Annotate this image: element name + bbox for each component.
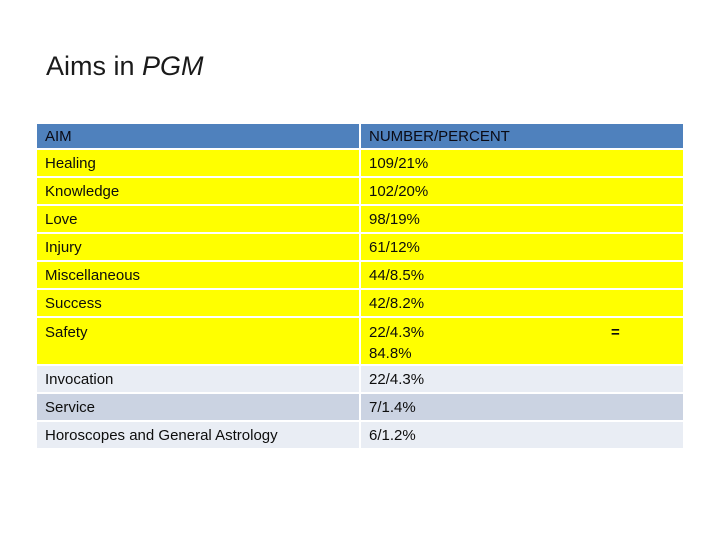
value-cell: 102/20%	[361, 178, 683, 204]
table-row: Safety 22/4.3% 84.8% =	[37, 318, 683, 364]
aim-cell: Horoscopes and General Astrology	[37, 422, 359, 448]
slide-title-prefix: Aims in	[46, 51, 143, 81]
table-row: Invocation 22/4.3%	[37, 366, 683, 392]
value-cell: 61/12%	[361, 234, 683, 260]
value-cell: 7/1.4%	[361, 394, 683, 420]
value-text-wrap: 22/4.3%	[369, 371, 424, 388]
aim-cell: Knowledge	[37, 178, 359, 204]
value-text: 44/8.5%	[369, 266, 425, 284]
aim-cell: Success	[37, 290, 359, 316]
value-cell: 22/4.3%	[361, 366, 683, 392]
value-cell: 22/4.3% 84.8% =	[361, 318, 683, 364]
value-text: 6/1.2%	[369, 426, 416, 444]
table-body: Healing 109/21% Knowledge 102/20% Love 9…	[37, 150, 683, 448]
value-text: 42/8.2%	[369, 294, 425, 312]
value-cell: 42/8.2%	[361, 290, 683, 316]
table-row: Love 98/19%	[37, 206, 683, 232]
aim-cell: Injury	[37, 234, 359, 260]
table-row: Miscellaneous 44/8.5%	[37, 262, 683, 288]
value-text: 22/4.3%	[369, 324, 425, 341]
value-text: 109/21%	[369, 154, 429, 172]
value-text-wrap: 102/20%	[369, 183, 428, 200]
value-text: 22/4.3%	[369, 370, 425, 388]
value-cell: 6/1.2%	[361, 422, 683, 448]
value-line2: 84.8%	[369, 345, 412, 362]
equals-annotation: =	[611, 324, 620, 341]
aim-cell: Healing	[37, 150, 359, 176]
value-text: 61/12%	[369, 238, 420, 256]
value-text-wrap: 98/19%	[369, 211, 420, 228]
value-text-wrap: 22/4.3% 84.8%	[369, 322, 424, 364]
value-text: 98/19%	[369, 210, 420, 228]
value-cell: 44/8.5%	[361, 262, 683, 288]
value-cell: 109/21%	[361, 150, 683, 176]
table-row: Injury 61/12%	[37, 234, 683, 260]
aim-cell: Love	[37, 206, 359, 232]
aims-table: AIM NUMBER/PERCENT Healing 109/21% Knowl…	[37, 124, 683, 450]
value-text-wrap: 44/8.5%	[369, 267, 424, 284]
header-cell-number-percent: NUMBER/PERCENT	[361, 124, 683, 148]
table-row: Knowledge 102/20%	[37, 178, 683, 204]
value-text-wrap: 109/21%	[369, 155, 428, 172]
table-row: Healing 109/21%	[37, 150, 683, 176]
value-cell: 98/19%	[361, 206, 683, 232]
slide-title-emphasis: PGM	[142, 51, 204, 81]
slide-title: Aims in PGM	[46, 50, 204, 82]
table-row: Service 7/1.4%	[37, 394, 683, 420]
value-text-wrap: 61/12%	[369, 239, 420, 256]
value-text-wrap: 7/1.4%	[369, 399, 416, 416]
aim-cell: Safety	[37, 318, 359, 364]
aim-cell: Invocation	[37, 366, 359, 392]
value-text-wrap: 42/8.2%	[369, 295, 424, 312]
table-row: Success 42/8.2%	[37, 290, 683, 316]
table-row: Horoscopes and General Astrology 6/1.2%	[37, 422, 683, 448]
value-text-wrap: 6/1.2%	[369, 427, 416, 444]
table-header-row: AIM NUMBER/PERCENT	[37, 124, 683, 148]
aim-cell: Miscellaneous	[37, 262, 359, 288]
value-text: 102/20%	[369, 182, 429, 200]
value-text: 7/1.4%	[369, 398, 416, 416]
header-cell-aim: AIM	[37, 124, 359, 148]
aim-cell: Service	[37, 394, 359, 420]
